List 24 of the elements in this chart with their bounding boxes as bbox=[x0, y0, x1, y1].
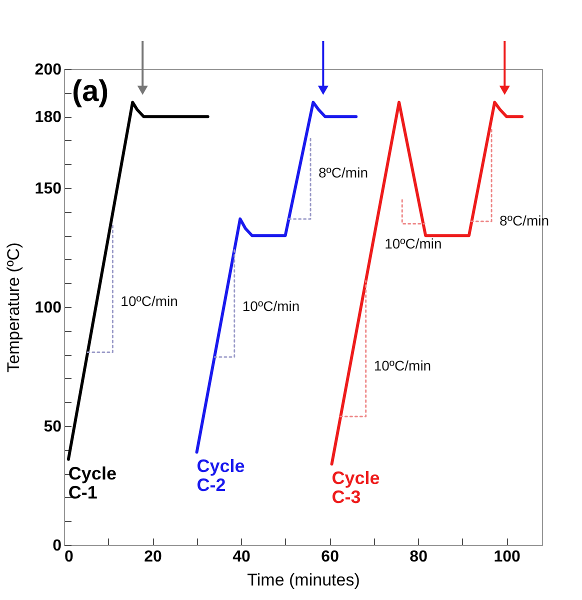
y-tick-label: 150 bbox=[34, 180, 62, 198]
annotation: (a) bbox=[72, 75, 109, 108]
y-tick-label: 100 bbox=[34, 300, 62, 316]
x-tick-label: 100 bbox=[494, 548, 521, 566]
annotation: 10ºC/min bbox=[374, 358, 432, 374]
y-tick-label: 50 bbox=[44, 418, 62, 436]
annotation: 8ºC/min bbox=[318, 164, 368, 181]
annotation: 10ºC/min bbox=[384, 236, 442, 252]
series-label: Cycle C-2 bbox=[196, 456, 245, 496]
x-tick-label: 40 bbox=[232, 548, 251, 566]
y-axis-title: Temperature (ºC) bbox=[4, 242, 23, 372]
annotation: 10ºC/min bbox=[242, 298, 300, 314]
x-tick-label: 20 bbox=[144, 548, 162, 566]
annotation: 10ºC/min bbox=[120, 293, 178, 310]
y-tick-label: 200 bbox=[34, 62, 62, 78]
y-tick-label: 180 bbox=[34, 109, 62, 126]
x-tick-label: 60 bbox=[321, 548, 340, 566]
annotation: 8ºC/min bbox=[500, 212, 550, 228]
x-axis-title: Time (minutes) bbox=[247, 570, 360, 590]
series-label: Cycle C-3 bbox=[332, 468, 380, 508]
y-tick-label: 0 bbox=[52, 538, 62, 554]
x-tick-label: 0 bbox=[64, 548, 74, 566]
series-label: Cycle C-1 bbox=[68, 463, 116, 502]
x-tick-label: 80 bbox=[410, 548, 428, 566]
